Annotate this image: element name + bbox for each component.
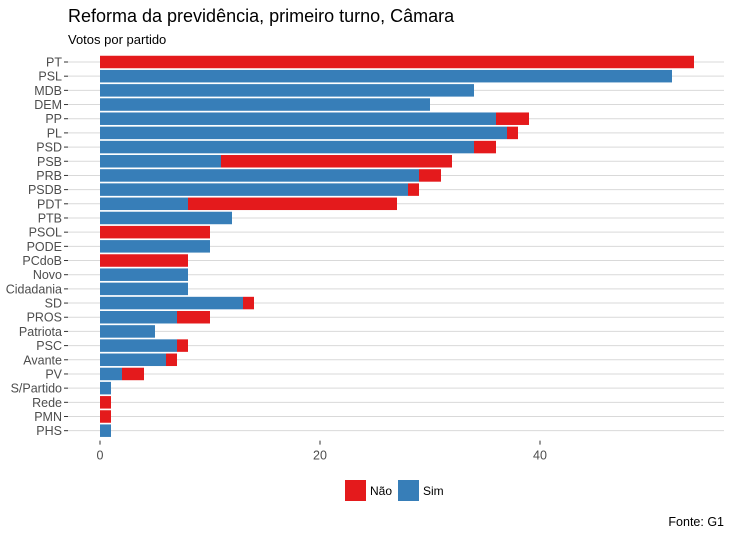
y-tick-label: PSD	[36, 141, 62, 155]
bar-nao-PT	[100, 55, 694, 69]
bar-sim-Cidadania	[100, 282, 188, 296]
bar-sim-PODE	[100, 240, 210, 253]
bar-nao-PCdoB	[100, 254, 188, 267]
bar-sim-PV	[100, 367, 122, 381]
y-tick-label: S/Partido	[11, 382, 62, 396]
y-tick-label: PRB	[36, 169, 62, 183]
bar-nao-PSC	[177, 339, 188, 352]
y-tick-label: PL	[47, 126, 62, 140]
bar-sim-PSDB	[100, 183, 408, 196]
bar-sim-DEM	[100, 98, 430, 111]
y-tick-label: Cidadania	[6, 282, 62, 296]
bar-nao-PRB	[419, 169, 441, 182]
y-tick-label: PSC	[36, 339, 62, 353]
bar-sim-PSD	[100, 140, 474, 154]
bar-nao-PDT	[188, 197, 397, 211]
bar-nao-PP	[496, 112, 529, 125]
legend-label-nao: Não	[370, 483, 393, 498]
bar-nao-Rede	[100, 396, 111, 409]
bar-sim-Avante	[100, 353, 166, 367]
chart-subtitle: Votos por partido	[68, 32, 167, 47]
bar-sim-PDT	[100, 197, 188, 211]
y-tick-label: PCdoB	[22, 254, 62, 268]
bar-nao-Avante	[166, 353, 177, 367]
y-tick-label: PROS	[27, 311, 62, 325]
bar-nao-PROS	[177, 310, 210, 324]
bar-nao-PSB	[221, 155, 452, 168]
y-tick-label: PV	[45, 367, 62, 381]
bar-sim-PL	[100, 126, 507, 140]
y-tick-label: SD	[45, 297, 62, 311]
y-tick-label: PP	[45, 112, 62, 126]
bar-nao-PL	[507, 126, 518, 140]
bar-sim-Patriota	[100, 325, 155, 338]
y-tick-label: PSB	[37, 155, 62, 169]
bar-sim-PROS	[100, 310, 177, 324]
y-tick-label: PODE	[27, 240, 62, 254]
bar-sim-SD	[100, 296, 243, 310]
x-tick-label: 40	[533, 449, 547, 463]
chart-title: Reforma da previdência, primeiro turno, …	[68, 6, 455, 26]
bar-sim-PTB	[100, 211, 232, 225]
bar-nao-PSD	[474, 140, 496, 154]
bar-sim-PHS	[100, 424, 111, 437]
y-tick-label: PTB	[38, 211, 62, 225]
bar-sim-MDB	[100, 84, 474, 97]
y-tick-label: PSOL	[29, 226, 62, 240]
bar-nao-PMN	[100, 410, 111, 423]
bar-chart: PTPSLMDBDEMPPPLPSDPSBPRBPSDBPDTPTBPSOLPO…	[6, 55, 724, 463]
bar-sim-PRB	[100, 169, 419, 182]
y-tick-label: Rede	[32, 396, 62, 410]
y-tick-label: Patriota	[19, 325, 62, 339]
bar-nao-PSOL	[100, 225, 210, 239]
legend-swatch-nao	[345, 480, 366, 501]
legend-swatch-sim	[398, 480, 420, 501]
bar-nao-PSDB	[408, 183, 419, 196]
y-tick-label: PHS	[36, 424, 62, 438]
bar-nao-PV	[122, 367, 144, 381]
y-tick-label: DEM	[34, 98, 62, 112]
legend-label-sim: Sim	[423, 483, 444, 498]
bar-sim-S/Partido	[100, 381, 111, 395]
bar-sim-Novo	[100, 268, 188, 281]
bar-sim-PSC	[100, 339, 177, 352]
y-tick-label: Novo	[33, 268, 62, 282]
y-tick-label: Avante	[23, 353, 62, 367]
x-tick-label: 0	[97, 449, 104, 463]
bar-sim-PSL	[100, 69, 672, 83]
chart-caption: Fonte: G1	[668, 515, 724, 529]
y-tick-label: PSL	[38, 70, 62, 84]
y-tick-label: PT	[46, 56, 62, 70]
legend: Não Sim	[345, 480, 450, 501]
y-tick-label: PSDB	[28, 183, 62, 197]
x-tick-label: 20	[313, 449, 327, 463]
bar-nao-SD	[243, 296, 254, 310]
bar-sim-PP	[100, 112, 496, 125]
y-tick-label: PDT	[37, 197, 62, 211]
y-tick-label: MDB	[34, 84, 62, 98]
y-tick-label: PMN	[34, 410, 62, 424]
bar-sim-PSB	[100, 155, 221, 168]
